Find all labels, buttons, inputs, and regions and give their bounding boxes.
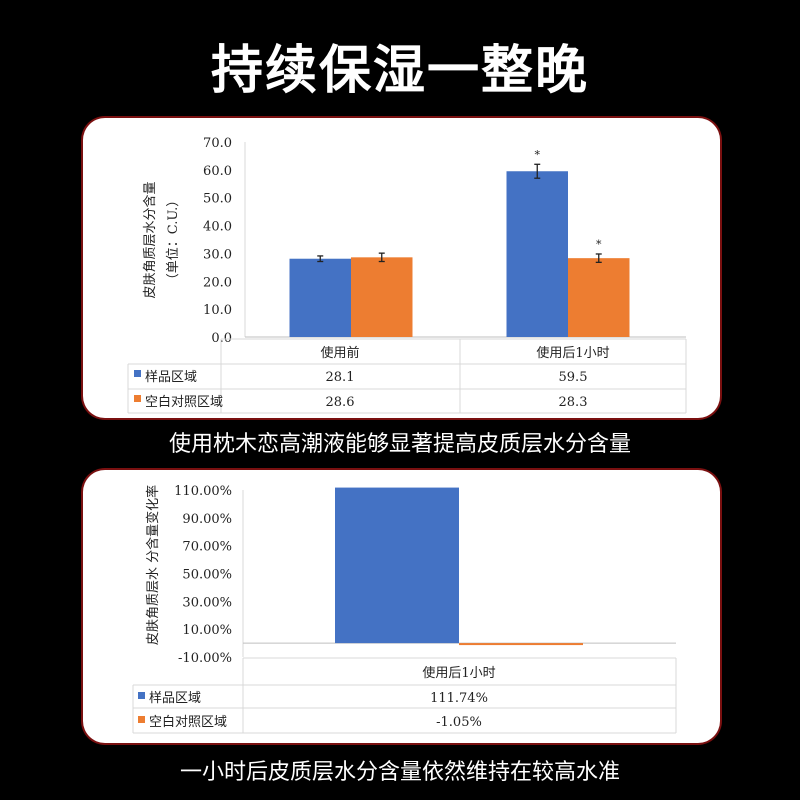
y-tick-label: 50.0 [203,192,232,207]
table-value: 28.3 [559,395,588,410]
bar-control-0 [351,257,413,337]
bar-control-1 [568,258,630,337]
y-tick-label: 60.0 [203,164,232,179]
y-tick-label: 10.0 [203,303,232,318]
y-tick-label: 90.00% [182,512,232,527]
y-tick-label: 70.00% [182,540,232,555]
legend-swatch-control [134,395,141,402]
chart1-category-before: 使用前 [320,345,359,361]
y-tick-label: 20.0 [203,275,232,290]
y-tick-label: 30.0 [203,247,232,262]
legend-sample-label: 样品区域 [145,370,197,385]
chart1-ylabel-line1: 皮肤角质层水分含量 [142,181,158,298]
bar-sample-1 [506,171,568,337]
legend-control-label: 空白对照区域 [149,714,227,730]
y-tick-label: -10.00% [178,651,232,666]
error-bar [317,255,324,263]
y-tick-label: 30.00% [182,595,232,610]
chart2-ylabel: 皮肤角质层水 分含量变化率 [145,485,161,645]
legend-swatch-sample [134,370,141,377]
error-bar [378,252,385,263]
bar-control-0 [459,643,583,646]
legend-swatch-sample [138,692,145,699]
significance-marker: * [596,238,602,251]
table-value: 28.1 [326,370,355,385]
legend-sample-label: 样品区域 [149,691,201,706]
y-tick-label: 70.0 [203,136,232,151]
chart1: 皮肤角质层水分含量 （单位：C.U.） 0.010.020.030.040.05… [127,136,687,414]
error-bar [534,163,541,179]
y-tick-label: 110.00% [174,484,232,499]
legend-control-label: 空白对照区域 [145,394,223,410]
legend-swatch-control [138,716,145,723]
y-tick-label: 50.00% [182,568,232,583]
caption-change-rate: 一小时后皮质层水分含量依然维持在较高水准 [179,760,620,785]
y-tick-label: 40.0 [203,220,232,235]
chart2-category: 使用后1小时 [422,665,495,681]
significance-marker: * [535,148,541,161]
table-value: 28.6 [326,395,355,410]
chart1-category-after: 使用后1小时 [536,345,609,361]
y-tick-label: 10.00% [182,623,232,638]
table-value: 59.5 [559,370,588,385]
page-title: 持续保湿一整晚 [210,41,589,101]
table-value: -1.05% [436,715,482,730]
bar-sample-0 [335,487,459,644]
caption-moisture: 使用枕木恋高潮液能够显著提高皮质层水分含量 [168,432,631,457]
bar-sample-0 [289,258,351,337]
chart1-ylabel-line2: （单位：C.U.） [166,194,181,287]
table-value: 111.74% [430,691,488,706]
error-bar [595,253,602,263]
chart2: 皮肤角质层水 分含量变化率 -10.00% 10.00% 30.00% 50.00% 7… [132,484,677,734]
